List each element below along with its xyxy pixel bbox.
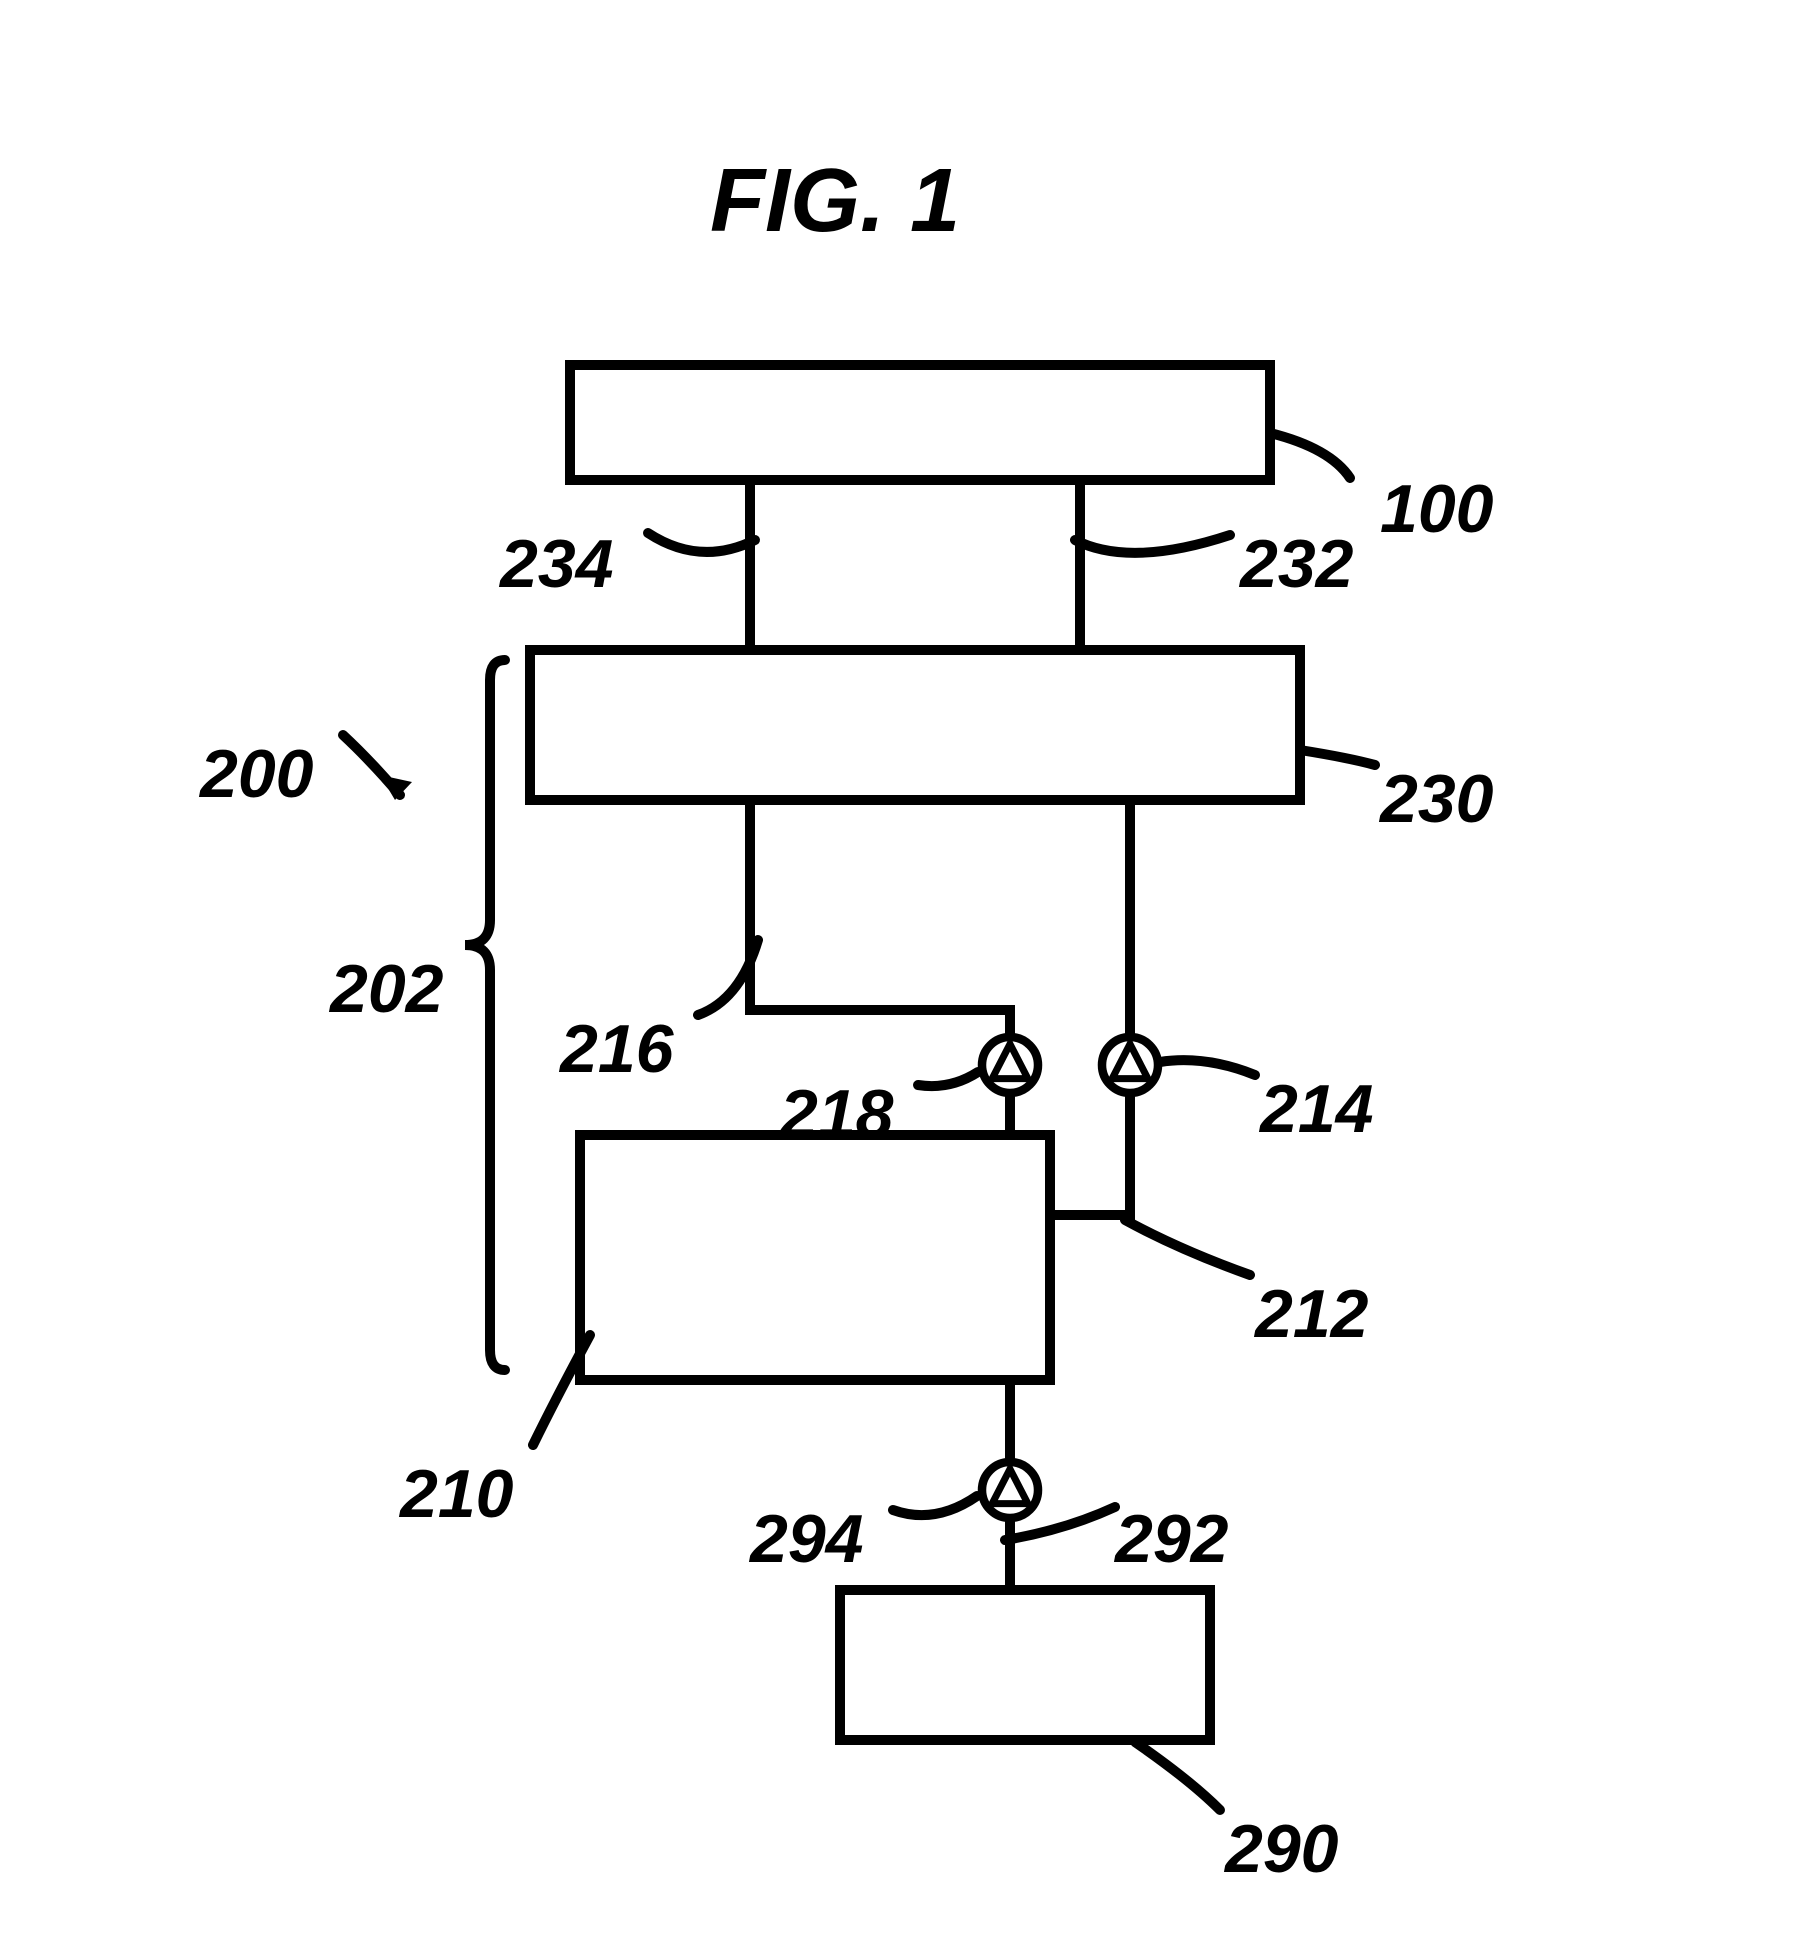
leader-294: [893, 1496, 977, 1515]
leader-218: [918, 1072, 978, 1086]
leader-234: [648, 533, 755, 552]
bracket-202: [465, 660, 505, 1370]
diagram-svg: [0, 0, 1802, 1938]
leader-290: [1135, 1742, 1220, 1810]
box-290: [840, 1590, 1210, 1740]
connector-216: [750, 800, 1010, 1135]
leader-212: [1125, 1220, 1250, 1275]
connector-212: [1050, 800, 1130, 1215]
pump-294-icon: [982, 1462, 1038, 1518]
leader-214: [1160, 1060, 1255, 1075]
leader-210: [533, 1335, 590, 1445]
pump-218-icon: [982, 1037, 1038, 1093]
pump-214-icon: [1102, 1037, 1158, 1093]
box-100: [570, 365, 1270, 480]
leader-100: [1270, 433, 1350, 478]
leader-230: [1300, 750, 1375, 765]
arrow-200-head: [380, 775, 412, 800]
box-230: [530, 650, 1300, 800]
box-210: [580, 1135, 1050, 1380]
leader-232: [1075, 535, 1230, 553]
